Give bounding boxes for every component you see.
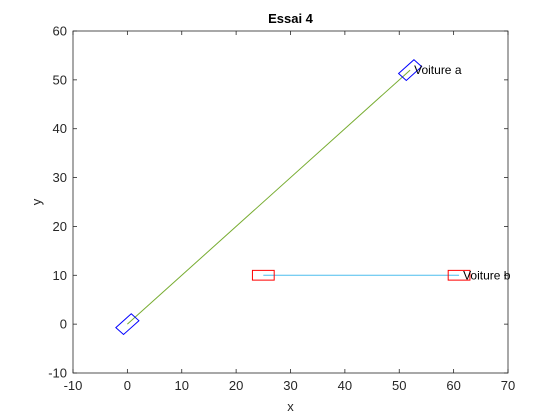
- y-tick-label: -10: [48, 366, 67, 381]
- x-tick-label: -10: [64, 378, 83, 393]
- x-tick-label: 30: [283, 378, 297, 393]
- vehicle-label-1: Voiture a: [414, 63, 462, 77]
- vehicle-label-4: Voiture b: [463, 268, 511, 282]
- y-tick-label: 60: [53, 24, 67, 39]
- vehicle-box-2: [115, 313, 140, 336]
- x-tick-label: 50: [392, 378, 406, 393]
- x-axis-label: x: [287, 399, 294, 414]
- trajectory-line-1: [127, 69, 411, 325]
- y-tick-label: 50: [53, 72, 67, 87]
- series-layer: [127, 69, 460, 325]
- y-tick-label: 20: [53, 219, 67, 234]
- y-tick-label: 0: [60, 317, 67, 332]
- vehicle-box-4: [447, 269, 471, 281]
- ticks-layer: -10 0 10 20 30 40 50 60 70 -10 0 10 20 30 40 50 60: [48, 24, 515, 394]
- x-tick-label: 10: [175, 378, 189, 393]
- axes-box: [72, 30, 509, 374]
- vehicle-box-3: [251, 269, 275, 281]
- y-axis-label: y: [29, 198, 44, 205]
- y-tick-label: 40: [53, 121, 67, 136]
- axes-background: [73, 31, 508, 373]
- x-tick-label: 20: [229, 378, 243, 393]
- x-tick-label: 40: [338, 378, 352, 393]
- x-tick-label: 60: [446, 378, 460, 393]
- y-tick-label: 10: [53, 268, 67, 283]
- x-tick-label: 0: [124, 378, 131, 393]
- vehicle-box-1: [397, 59, 423, 82]
- vehicles-layer: Voiture a Voiture b: [115, 59, 511, 336]
- y-tick-label: 30: [53, 170, 67, 185]
- chart-title: Essai 4: [268, 11, 314, 26]
- x-tick-label: 70: [501, 378, 515, 393]
